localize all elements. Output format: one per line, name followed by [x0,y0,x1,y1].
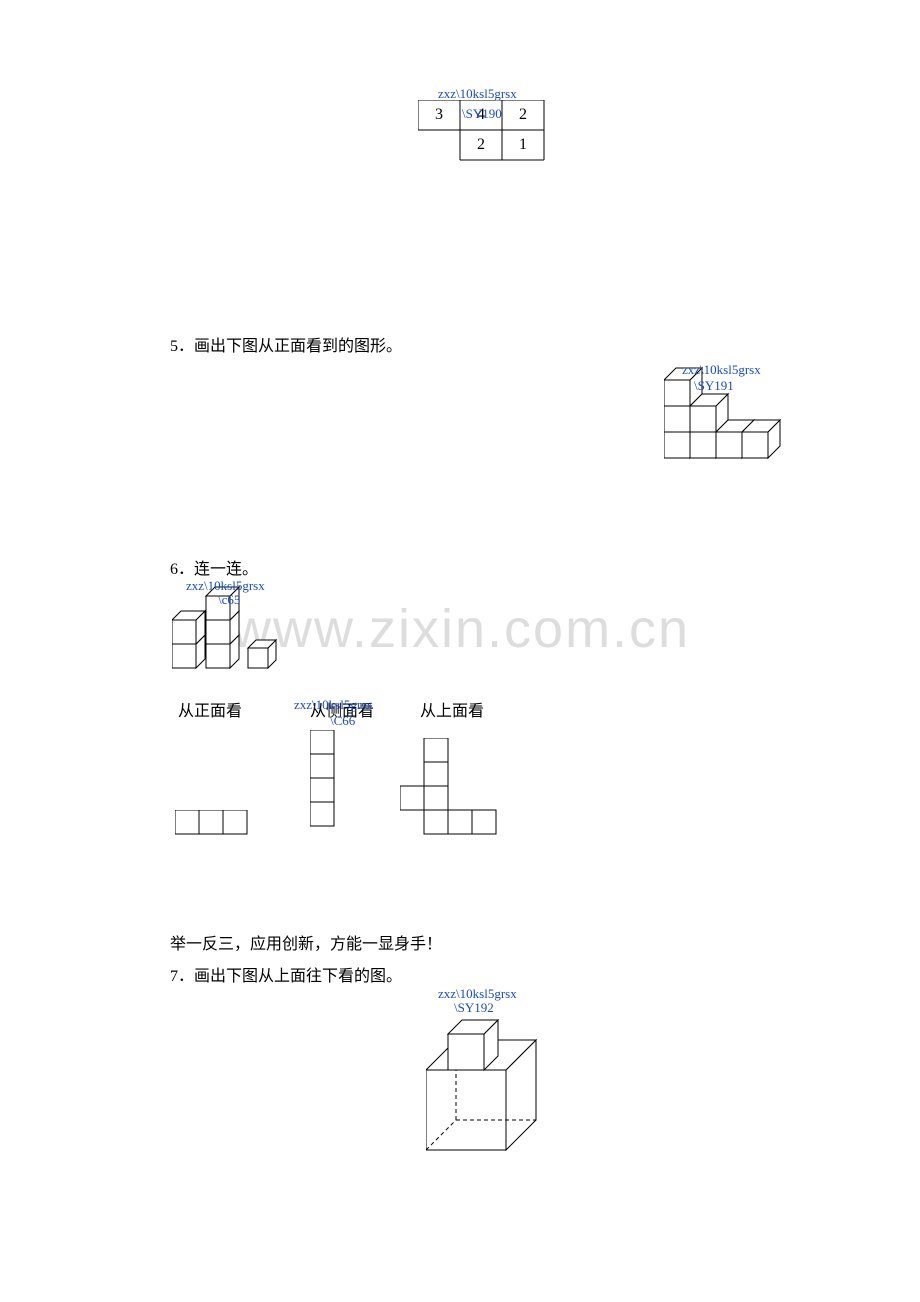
q7-label-code: \SY192 [454,1000,494,1016]
q6-shape-c [400,738,510,838]
q5-label-code: \SY191 [694,378,734,394]
q6-top-figure: zxz\10ksl5grsx \c65 [172,580,322,680]
q7-figure: zxz\10ksl5grsx \SY192 [426,990,586,1160]
q7-text: 7．画出下图从上面往下看的图。 [170,962,402,986]
q6-top-label-code: \c65 [218,592,240,608]
table-label-code: \SY190 [462,106,502,122]
q6-mid-label-code: \C66 [330,713,355,729]
q6-text: 6．连一连。 [170,555,258,579]
q6-mid-label-path: zxz\10ksl5grsx [294,697,373,713]
q6-caption-2: 从上面看 [420,697,484,721]
q6-shape-b [310,730,370,840]
q5-figure: zxz\10ksl5grsx \SY191 [664,362,814,472]
table-figure: 3 4 2 2 1 zxz\10ksl5grsx \SY190 [418,100,558,170]
cell-0-0: 3 [418,106,460,124]
cell-1-2: 1 [502,136,544,154]
q5-label-path: zxz\10ksl5grsx [682,362,761,378]
q6-caption-0: 从正面看 [178,697,242,721]
table-label-path: zxz\10ksl5grsx [438,86,517,102]
cell-1-1: 2 [460,136,502,154]
q5-text: 5．画出下图从正面看到的图形。 [170,332,402,356]
q6-shape-a [175,810,265,840]
cell-0-2: 2 [502,106,544,124]
banner-text: 举一反三，应用创新，方能一显身手！ [170,930,442,954]
